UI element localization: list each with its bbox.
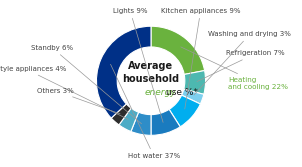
Wedge shape bbox=[184, 70, 206, 94]
Text: Refrigeration 7%: Refrigeration 7% bbox=[197, 50, 285, 81]
Text: use %*: use %* bbox=[166, 88, 198, 97]
Wedge shape bbox=[151, 26, 204, 74]
Text: Standby 6%: Standby 6% bbox=[31, 45, 142, 124]
Wedge shape bbox=[151, 109, 180, 135]
Text: Lights 9%: Lights 9% bbox=[113, 8, 163, 122]
Wedge shape bbox=[111, 104, 131, 125]
Wedge shape bbox=[169, 95, 200, 127]
Text: Hot water 37%: Hot water 37% bbox=[111, 64, 180, 159]
Wedge shape bbox=[96, 26, 151, 118]
Text: Washing and drying 3%: Washing and drying 3% bbox=[194, 31, 291, 95]
Text: energy: energy bbox=[144, 88, 176, 97]
Text: Others 3%: Others 3% bbox=[37, 88, 120, 114]
Text: Kitchen appliances 9%: Kitchen appliances 9% bbox=[161, 8, 240, 109]
Text: Lifestyle appliances 4%: Lifestyle appliances 4% bbox=[0, 66, 128, 119]
Text: Average
household: Average household bbox=[122, 61, 180, 84]
Wedge shape bbox=[182, 89, 204, 104]
Wedge shape bbox=[119, 108, 139, 131]
Text: Heating
and cooling 22%: Heating and cooling 22% bbox=[181, 47, 288, 90]
Wedge shape bbox=[131, 112, 151, 135]
